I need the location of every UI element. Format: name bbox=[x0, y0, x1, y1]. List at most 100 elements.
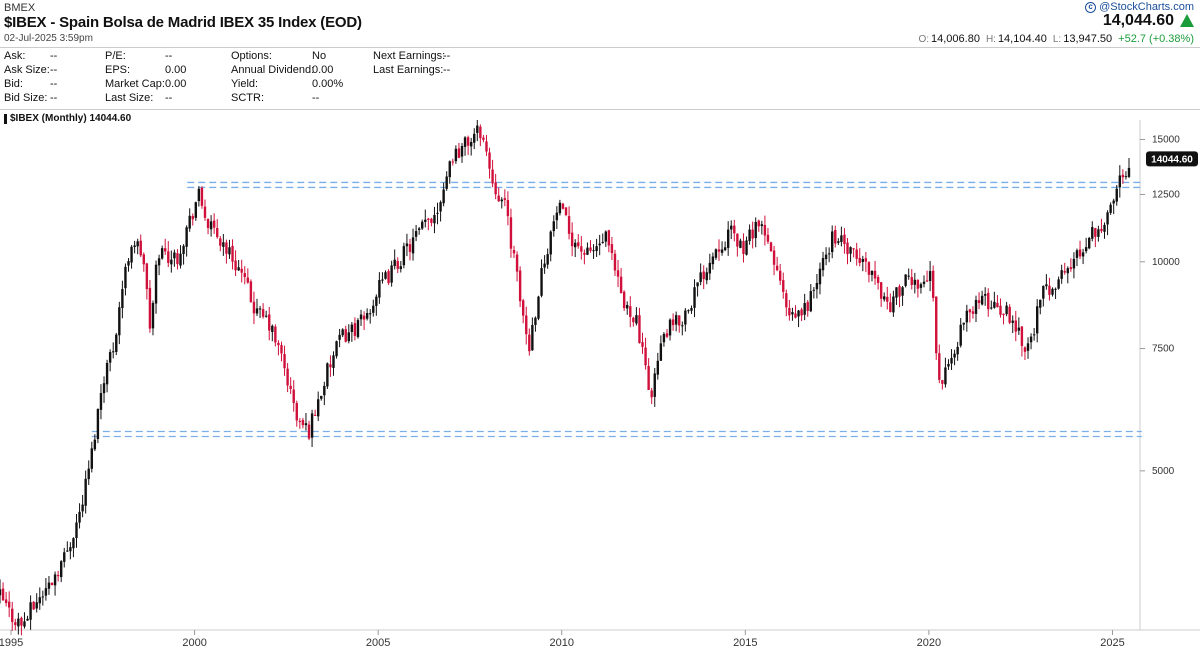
candle-body bbox=[794, 313, 797, 318]
candle-body bbox=[26, 618, 29, 621]
candle-body bbox=[313, 414, 317, 416]
candle-body bbox=[173, 252, 176, 259]
candle-body bbox=[656, 360, 660, 375]
candle-body bbox=[414, 231, 418, 237]
candle-body bbox=[883, 296, 886, 300]
up-arrow-icon bbox=[1180, 14, 1194, 27]
candle-body bbox=[935, 296, 938, 354]
candle-body bbox=[791, 312, 794, 315]
candle-body bbox=[56, 574, 60, 577]
candle-body bbox=[678, 315, 681, 326]
candle-body bbox=[1069, 267, 1073, 270]
candle-body bbox=[200, 187, 204, 206]
candle-body bbox=[1042, 285, 1045, 299]
candle-body bbox=[476, 125, 479, 133]
candle-body bbox=[304, 423, 308, 426]
candle-body bbox=[390, 265, 393, 283]
y-tick-label: 5000 bbox=[1152, 466, 1175, 477]
candle-body bbox=[730, 225, 733, 230]
candle-body bbox=[766, 234, 770, 242]
candle-body bbox=[332, 355, 335, 368]
candle-body bbox=[861, 258, 865, 263]
candle-body bbox=[540, 268, 543, 296]
candle-body bbox=[739, 240, 742, 248]
candle-body bbox=[772, 250, 776, 265]
candle-body bbox=[7, 601, 11, 608]
candle-body bbox=[610, 244, 614, 254]
candle-body bbox=[11, 608, 14, 622]
candle-body bbox=[96, 409, 100, 439]
candle-body bbox=[821, 258, 825, 271]
chart-title: $IBEX - Spain Bolsa de Madrid IBEX 35 In… bbox=[4, 14, 362, 31]
candle-body bbox=[72, 538, 75, 549]
candle-body bbox=[1121, 174, 1125, 178]
candle-body bbox=[1066, 268, 1069, 274]
candle-body bbox=[194, 202, 198, 218]
candle-body bbox=[1118, 175, 1122, 188]
candle-body bbox=[20, 617, 23, 626]
candle-body bbox=[136, 241, 139, 247]
candle-body bbox=[895, 287, 898, 298]
chart-header: BMEX $IBEX - Spain Bolsa de Madrid IBEX … bbox=[0, 0, 1200, 48]
stockcharts-brand[interactable]: c @StockCharts.com bbox=[1085, 1, 1194, 13]
candle-body bbox=[775, 265, 779, 271]
copyright-icon: c bbox=[1085, 1, 1097, 13]
candle-body bbox=[469, 141, 473, 147]
candle-body bbox=[115, 334, 118, 352]
candle-body bbox=[356, 320, 360, 338]
exchange-label: BMEX bbox=[4, 2, 36, 14]
candle-body bbox=[1063, 271, 1066, 273]
candle-body bbox=[754, 221, 757, 239]
candle-body bbox=[1051, 288, 1054, 295]
candle-body bbox=[919, 284, 923, 288]
candle-body bbox=[577, 242, 580, 247]
candle-body bbox=[378, 279, 381, 298]
candle-body bbox=[537, 296, 540, 319]
candle-body bbox=[451, 161, 455, 163]
candle-body bbox=[473, 133, 476, 143]
candle-body bbox=[938, 353, 941, 380]
candle-body bbox=[124, 266, 127, 289]
candle-body bbox=[864, 258, 868, 262]
candle-body bbox=[81, 504, 84, 512]
candle-body bbox=[570, 232, 574, 247]
candle-body bbox=[191, 216, 194, 220]
candle-body bbox=[717, 249, 721, 252]
y-tick-label: 7500 bbox=[1152, 344, 1175, 355]
candle-body bbox=[892, 296, 895, 313]
candle-body bbox=[659, 343, 663, 361]
candle-body bbox=[219, 238, 222, 246]
high-value: 14,104.40 bbox=[997, 33, 1047, 45]
candle-body bbox=[341, 329, 344, 336]
price-chart[interactable]: 5000 7500 10000 12500 15000 1995 2000 2005 2010… bbox=[0, 120, 1200, 662]
candle-body bbox=[907, 275, 910, 277]
candle-body bbox=[782, 280, 785, 292]
candle-body bbox=[286, 368, 289, 386]
candle-body bbox=[748, 229, 751, 242]
candle-body bbox=[347, 332, 350, 342]
candle-body bbox=[797, 310, 800, 317]
x-tick-label: 2010 bbox=[549, 637, 573, 649]
candle-body bbox=[665, 333, 669, 337]
candle-body bbox=[586, 247, 589, 255]
candle-body bbox=[950, 357, 953, 364]
candle-body bbox=[151, 303, 155, 329]
candle-body bbox=[726, 229, 730, 248]
candle-body bbox=[910, 277, 913, 285]
header-divider bbox=[0, 47, 1200, 48]
candle-body bbox=[1008, 306, 1011, 323]
candle-body bbox=[580, 246, 583, 252]
candle-body bbox=[316, 399, 320, 417]
candle-body bbox=[681, 325, 684, 327]
candle-body bbox=[506, 200, 510, 217]
candle-body bbox=[1, 588, 5, 601]
candle-body bbox=[329, 364, 332, 368]
candle-body bbox=[757, 220, 760, 227]
candle-body bbox=[1029, 336, 1033, 343]
candle-body bbox=[433, 214, 436, 224]
support-resistance-lines bbox=[91, 181, 1142, 438]
candle-body bbox=[38, 597, 41, 604]
last-price-tag: 14044.60 bbox=[1146, 151, 1198, 167]
candle-body bbox=[454, 148, 458, 162]
candle-body bbox=[118, 307, 121, 336]
